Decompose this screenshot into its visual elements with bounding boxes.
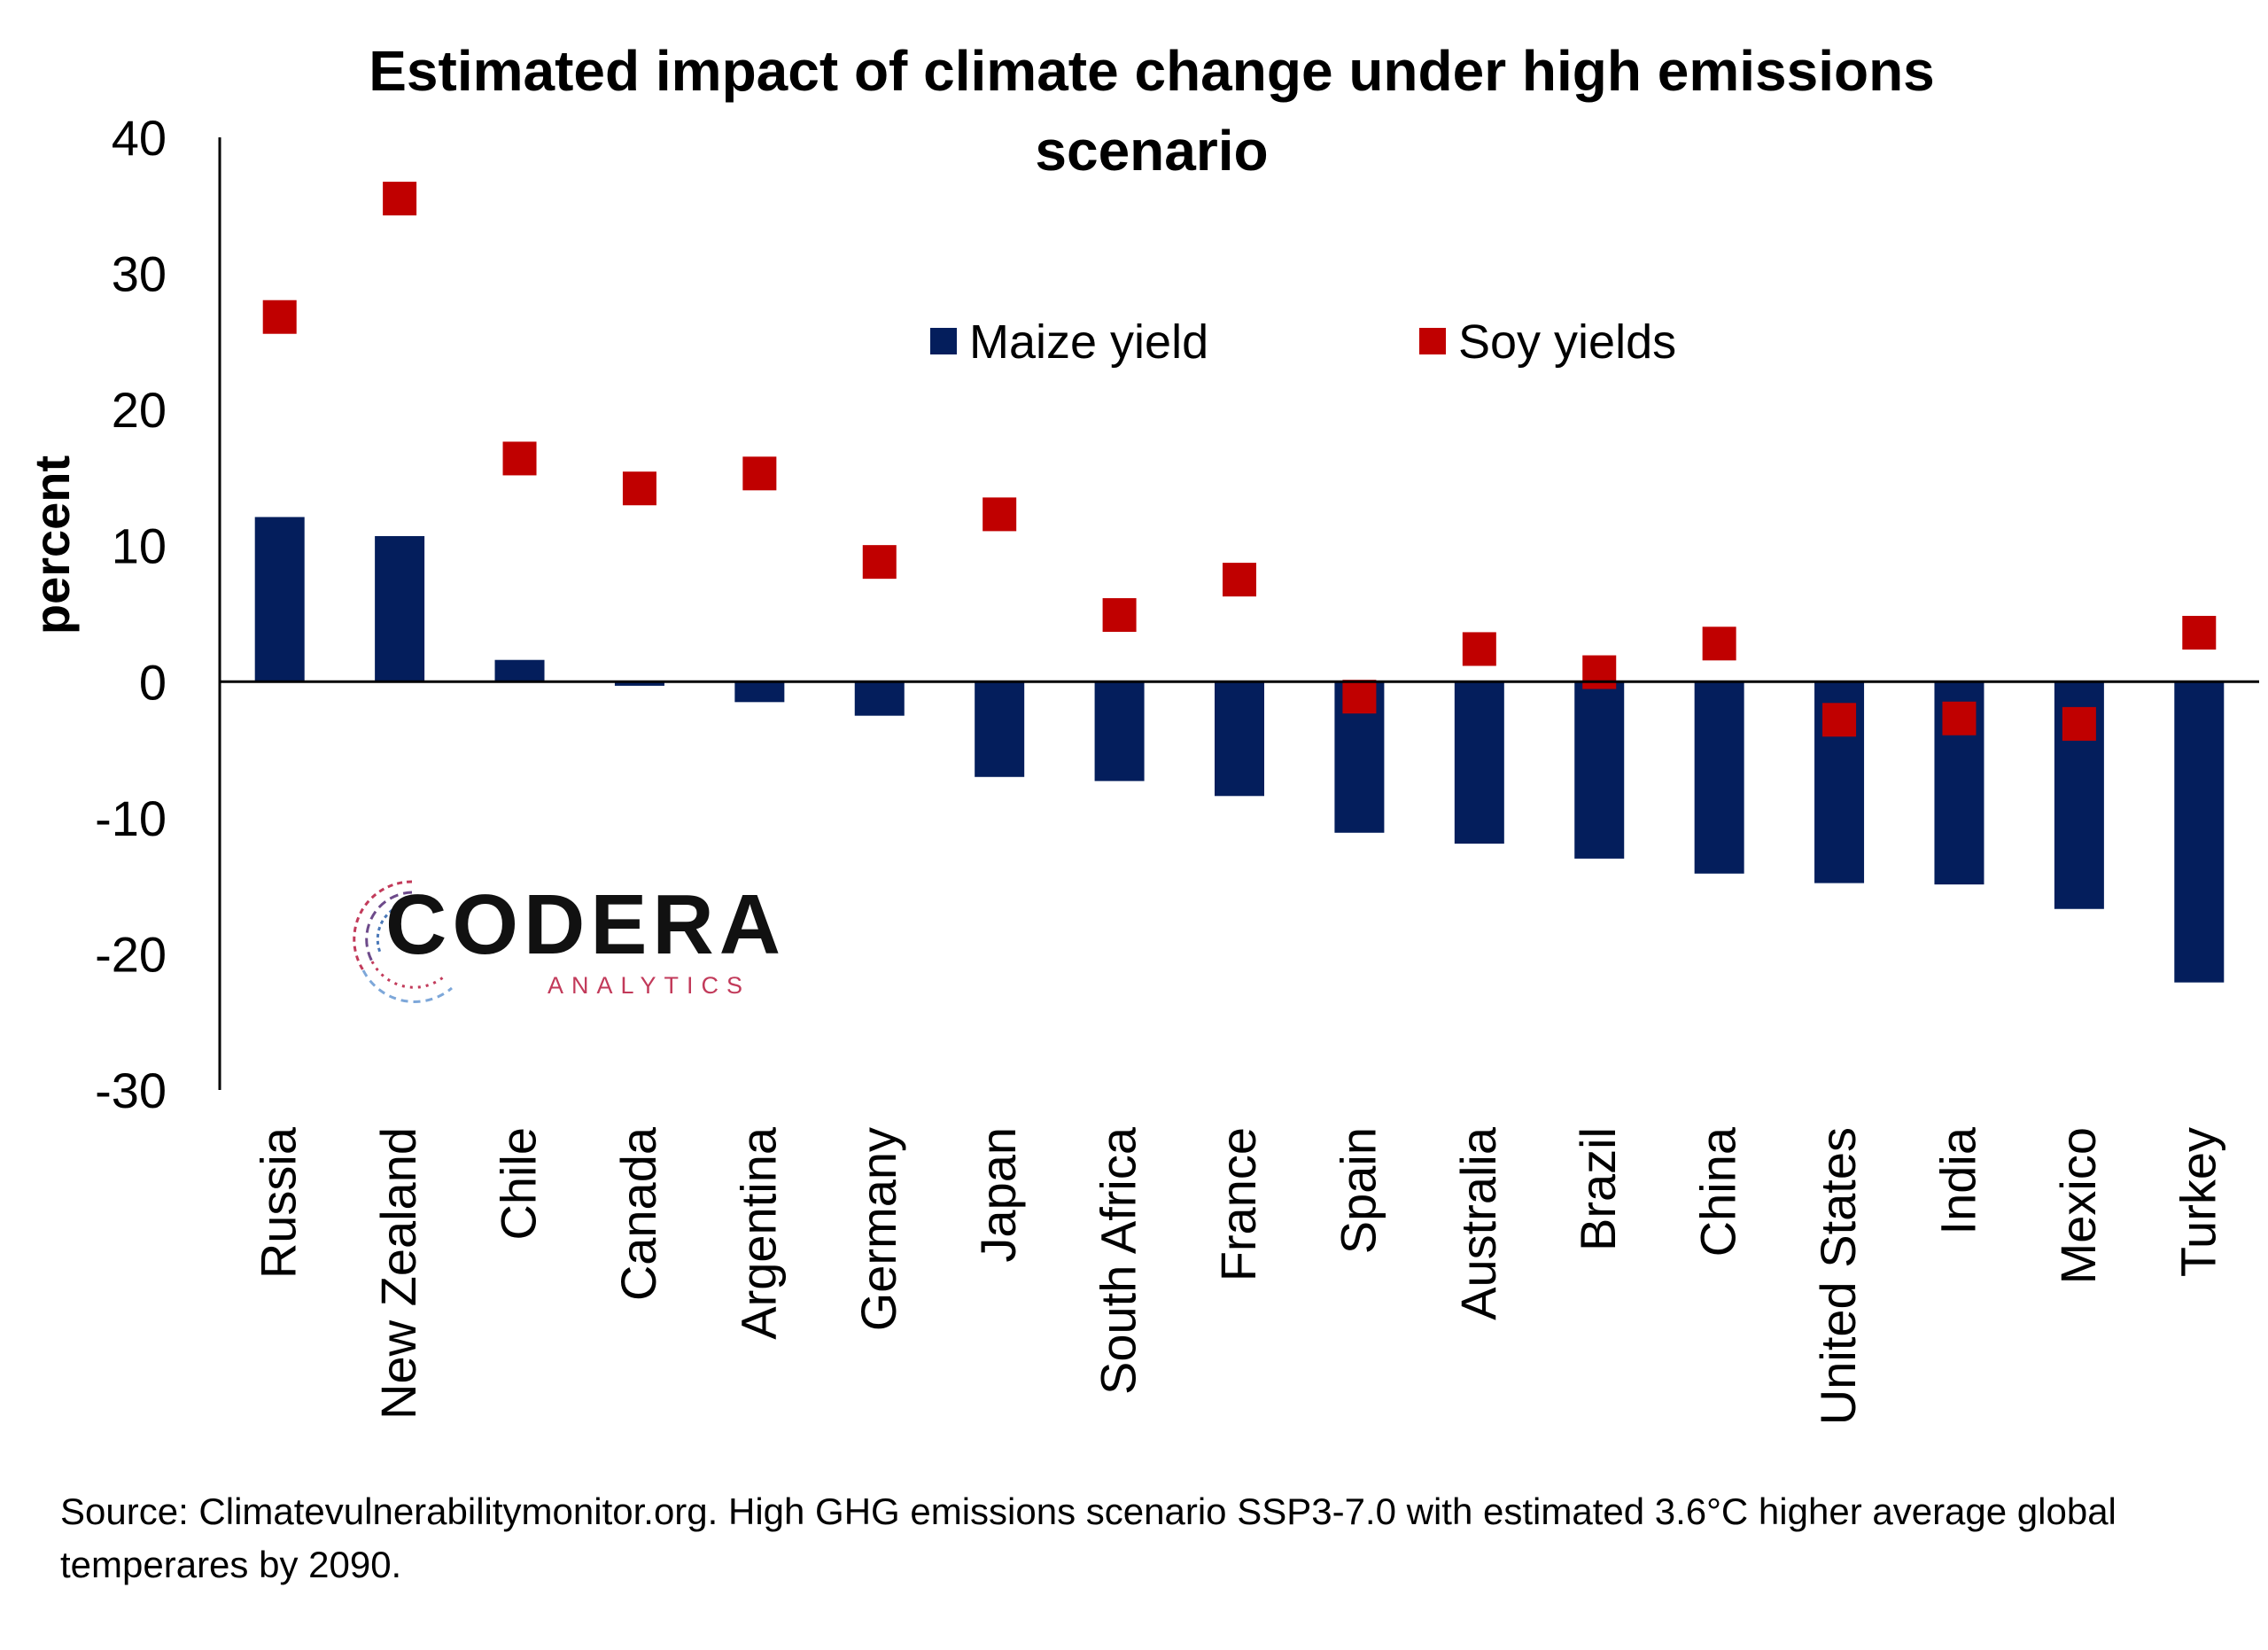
x-category-label: Chile (491, 1127, 547, 1241)
soy-marker (742, 456, 777, 491)
maize-bar (1094, 681, 1145, 782)
soy-marker (1942, 701, 1977, 735)
legend-maize-label: Maize yield (969, 315, 1208, 369)
maize-bar (614, 681, 664, 686)
soy-marker (1342, 680, 1377, 714)
logo-wordmark: CODERA (385, 877, 787, 972)
source-note: Source: Climatevulnerabilitymonitor.org.… (60, 1490, 2117, 1585)
x-category-label: South Africa (1091, 1126, 1146, 1395)
legend-soy-label: Soy yields (1458, 315, 1676, 369)
y-tick-label: -10 (95, 790, 167, 846)
x-category-label: Australia (1450, 1126, 1506, 1320)
x-axis-categories: Russia New Zealand Chile Canada Argentina Ger… (251, 1126, 2226, 1425)
soy-marker (502, 441, 537, 476)
soy-marker (622, 471, 656, 506)
x-category-label: Mexico (2050, 1127, 2106, 1284)
y-tick-label: 10 (112, 518, 167, 574)
x-category-label: Argentina (730, 1126, 786, 1340)
x-category-label: Japan (970, 1127, 1026, 1263)
maize-bar (1574, 681, 1625, 859)
maize-bar (854, 681, 905, 716)
y-tick-label: -20 (95, 926, 167, 982)
x-category-label: France (1210, 1127, 1266, 1281)
x-category-label: Russia (251, 1126, 307, 1279)
x-category-label: Brazil (1570, 1127, 1626, 1251)
soy-markers (262, 182, 2217, 741)
maize-bar (1694, 681, 1744, 874)
soy-marker (1582, 655, 1617, 689)
maize-bar (375, 535, 425, 682)
x-category-label: India (1930, 1126, 1985, 1234)
codera-logo: CODERA ANALYTICS (346, 873, 781, 1006)
maize-bar (254, 517, 305, 682)
chart-title-line1: Estimated impact of climate change under… (369, 39, 1935, 103)
legend-soy-swatch (1419, 328, 1446, 354)
maize-bar (975, 681, 1025, 777)
soy-marker (383, 182, 417, 216)
y-tick-label: -30 (95, 1062, 167, 1118)
legend: Maize yield Soy yields (930, 315, 1676, 369)
soy-marker (862, 545, 897, 580)
maize-bar (734, 681, 785, 703)
x-category-label: China (1690, 1126, 1746, 1257)
x-category-label: Spain (1330, 1127, 1386, 1254)
y-tick-label: 20 (112, 382, 167, 438)
y-tick-label: 0 (139, 654, 167, 710)
maize-bar (494, 659, 545, 682)
logo-subtitle: ANALYTICS (548, 972, 751, 999)
y-axis-label: percent (24, 455, 80, 634)
soy-marker (1822, 703, 1857, 737)
soy-marker (983, 497, 1017, 532)
soy-marker (1102, 598, 1137, 633)
soy-marker (1223, 563, 1256, 597)
soy-marker (2182, 616, 2217, 650)
soy-marker (262, 300, 297, 334)
maize-bar (1454, 681, 1504, 844)
logo-ring-icon (353, 880, 453, 1003)
y-tick-label: 30 (112, 246, 167, 302)
x-category-label: Germany (850, 1127, 906, 1331)
maize-bar (2174, 681, 2225, 983)
legend-maize-swatch (930, 328, 957, 354)
x-category-label: New Zealand (370, 1127, 426, 1420)
y-axis-ticks: 40 30 20 10 0 -10 -20 -30 (95, 110, 167, 1118)
chart-title-line2: scenario (1035, 119, 1268, 183)
y-tick-label: 40 (112, 110, 167, 166)
x-category-label: Turkey (2170, 1127, 2225, 1277)
x-category-label: Canada (610, 1126, 666, 1301)
soy-marker (2062, 706, 2096, 741)
x-category-label: United States (1810, 1127, 1866, 1425)
maize-bar (1215, 681, 1264, 797)
soy-marker (1702, 627, 1736, 661)
soy-marker (1462, 632, 1496, 666)
maize-bars (254, 517, 2225, 983)
